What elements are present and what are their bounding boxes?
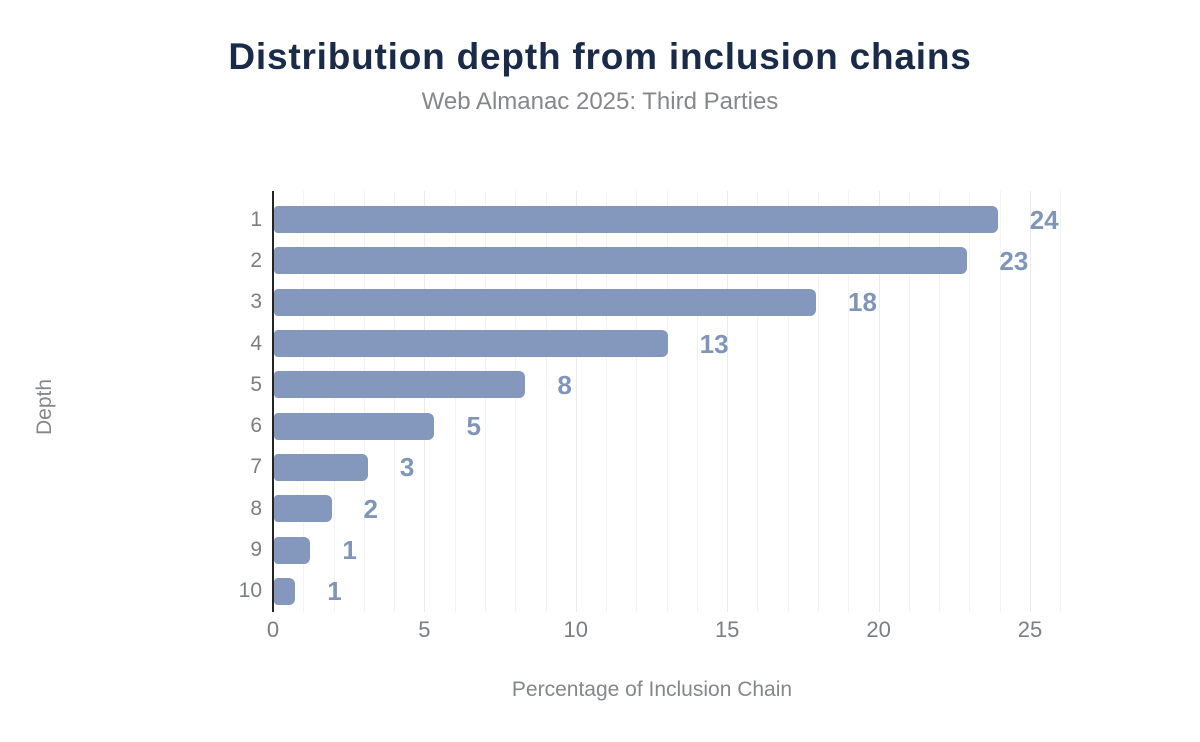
gridline (757, 191, 759, 612)
gridline (424, 191, 426, 612)
y-tick-label: 3 (250, 290, 262, 314)
y-tick-label: 5 (250, 372, 262, 396)
gridline (545, 191, 547, 612)
y-axis-line (272, 191, 274, 612)
bar (274, 371, 526, 399)
bar-value-label: 5 (466, 411, 481, 442)
bar (274, 453, 368, 481)
bar (274, 577, 296, 605)
bar-value-label: 24 (1029, 204, 1059, 235)
y-tick-label: 2 (250, 248, 262, 272)
gridline (787, 191, 789, 612)
gridline (999, 191, 1001, 612)
bar (274, 206, 998, 234)
y-tick-label: 10 (238, 579, 262, 603)
y-tick-label: 6 (250, 414, 262, 438)
gridline (666, 191, 668, 612)
gridline (575, 191, 577, 612)
y-tick-label: 4 (250, 331, 262, 355)
bar-value-label: 23 (999, 245, 1029, 276)
x-tick-label: 5 (418, 617, 431, 642)
x-axis-title: Percentage of Inclusion Chain (511, 678, 793, 701)
bar-value-label: 1 (327, 576, 342, 607)
gridline (848, 191, 850, 612)
gridline (1030, 191, 1031, 612)
y-tick-label: 7 (250, 455, 262, 479)
gridline (636, 191, 638, 612)
bar (274, 495, 332, 523)
gridline (908, 191, 910, 612)
bar-value-label: 1 (342, 535, 357, 566)
bar (274, 330, 668, 358)
bar-value-label: 3 (399, 452, 415, 483)
gridline (484, 191, 486, 612)
gridline (696, 191, 698, 612)
y-tick-label: 8 (250, 496, 262, 520)
bar-value-label: 13 (699, 328, 729, 359)
gridline (363, 191, 365, 612)
x-tick-label: 20 (866, 617, 891, 642)
bar-value-label: 8 (557, 369, 572, 400)
bar (274, 536, 311, 564)
x-tick-label: 10 (563, 617, 589, 642)
gridline (1060, 191, 1062, 612)
gridline (727, 191, 729, 612)
gridline (303, 191, 305, 612)
x-tick-label: 25 (1017, 617, 1043, 642)
gridline (333, 191, 335, 612)
gridline (606, 191, 608, 612)
chart-subtitle: Web Almanac 2025: Third Parties (421, 88, 779, 115)
y-tick-label: 9 (250, 538, 262, 562)
gridline (454, 191, 456, 612)
gridline (394, 191, 396, 612)
y-tick-label: 1 (250, 207, 262, 231)
bar-value-label: 2 (363, 493, 378, 524)
x-tick-label: 0 (266, 617, 280, 642)
bar (274, 247, 968, 275)
gridline (515, 191, 517, 612)
gridline (878, 191, 880, 612)
chart-title: Distribution depth from inclusion chains (228, 36, 972, 77)
gridline (969, 191, 971, 612)
gridline (939, 191, 941, 612)
bar-value-label: 18 (848, 287, 877, 318)
gridline (818, 191, 820, 612)
x-tick-label: 15 (714, 617, 740, 642)
bar (274, 412, 435, 440)
bar (274, 288, 816, 316)
